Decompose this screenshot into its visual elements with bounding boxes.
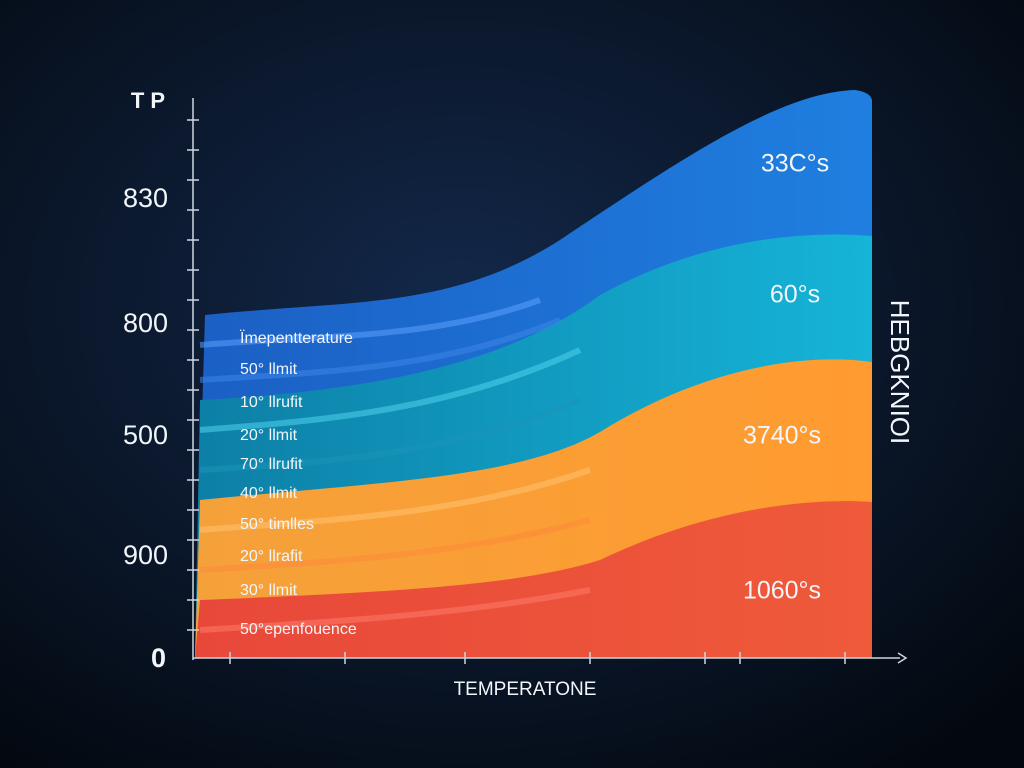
band-label: 10° llrufit: [240, 394, 303, 411]
ribbon: [199, 297, 542, 348]
y-label: 500: [123, 420, 168, 450]
ticks: [187, 119, 846, 664]
ribbon: [199, 467, 591, 533]
band-label: 50°epenfouence: [240, 621, 357, 638]
right-label: 33C°s: [761, 150, 829, 178]
right-label: 60°s: [770, 281, 820, 309]
side-label: HEBGKNIOI: [885, 300, 915, 444]
y-label: 0: [151, 643, 166, 673]
band-label: 20° llmit: [240, 427, 298, 444]
y-label: 830: [123, 183, 168, 213]
band-label: 30° llmit: [240, 582, 298, 599]
ribbon: [199, 397, 582, 473]
x-axis-arrow: [897, 652, 908, 664]
title: T P: [131, 88, 165, 113]
y-label: 800: [123, 308, 168, 338]
band-label: 50° llmit: [240, 361, 298, 378]
ribbon: [199, 517, 591, 573]
y-label: 900: [123, 540, 168, 570]
band-label: 40° llmit: [240, 485, 298, 502]
band-label: 70° llrufit: [240, 456, 303, 473]
right-label: 3740°s: [743, 422, 821, 450]
right-label: 1060°s: [743, 577, 821, 605]
ribbons: [199, 297, 591, 633]
ribbon: [199, 317, 562, 383]
band-label: 50° timlles: [240, 516, 314, 533]
band-label: Ïmepentterature: [240, 329, 353, 347]
ribbon: [199, 587, 591, 633]
band-label: 20° llrafit: [240, 548, 303, 565]
ribbon: [199, 347, 582, 433]
x-axis-label: TEMPERATONE: [454, 679, 597, 700]
